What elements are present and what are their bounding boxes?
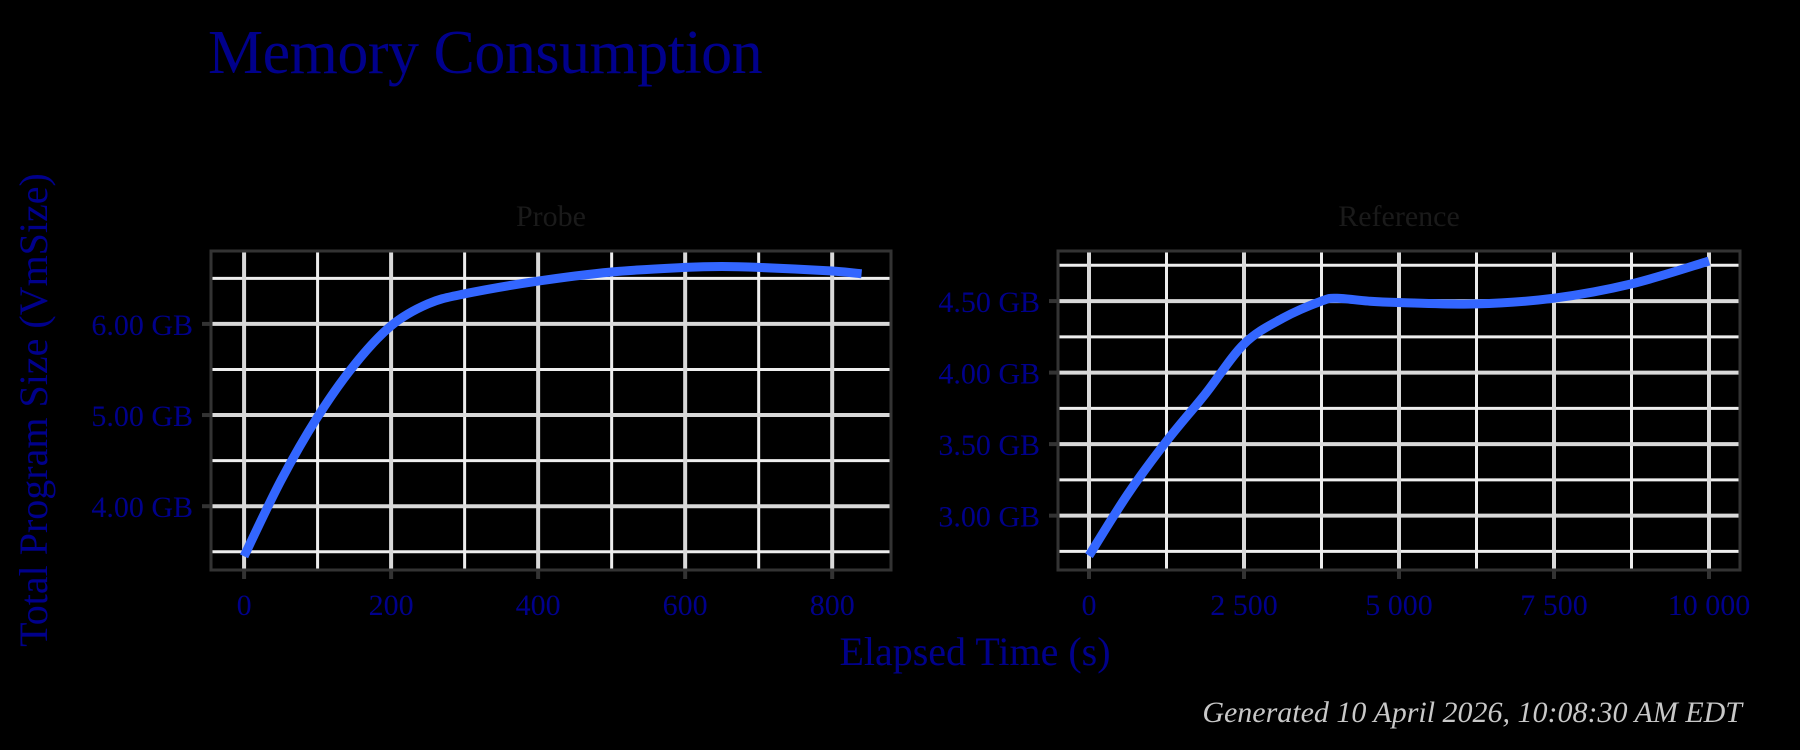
y-tick-label: 4.00 GB: [91, 491, 193, 524]
x-tick-label: 7 500: [1520, 589, 1588, 622]
panel-strip-title: Reference: [1338, 200, 1460, 233]
x-tick-label: 5 000: [1365, 589, 1433, 622]
x-axis-label: Elapsed Time (s): [839, 629, 1111, 674]
chart-title: Memory Consumption: [208, 19, 763, 87]
generated-caption: Generated 10 April 2026, 10:08:30 AM EDT: [1202, 696, 1742, 729]
panel-probe: Probe 0 200 400 600 800 4.00 GB 5.00 GB 6.00 GB: [91, 200, 893, 622]
y-tick-label: 6.00 GB: [91, 309, 193, 342]
x-tick-label: 200: [369, 589, 414, 622]
x-tick-label: 600: [663, 589, 708, 622]
y-tick-label: 5.00 GB: [91, 400, 193, 433]
vmsize-line: [1085, 256, 1711, 559]
y-tick-label: 4.50 GB: [938, 286, 1040, 319]
y-tick-label: 3.50 GB: [938, 429, 1040, 462]
panel-border: [209, 249, 893, 572]
x-tick-label: 0: [237, 589, 252, 622]
panel-strip-title: Probe: [516, 200, 586, 233]
vmsize-line: [240, 261, 863, 559]
x-tick-label: 2 500: [1210, 589, 1278, 622]
panel-reference: Reference 0 2 500 5 000 7 500 10 000 3.00 GB 3.…: [938, 200, 1750, 622]
x-tick-label: 400: [516, 589, 561, 622]
y-tick-label: 3.00 GB: [938, 501, 1040, 534]
x-tick-label: 10 000: [1668, 589, 1751, 622]
x-tick-label: 0: [1082, 589, 1097, 622]
y-tick-label: 4.00 GB: [938, 358, 1040, 391]
x-tick-label: 800: [810, 589, 855, 622]
